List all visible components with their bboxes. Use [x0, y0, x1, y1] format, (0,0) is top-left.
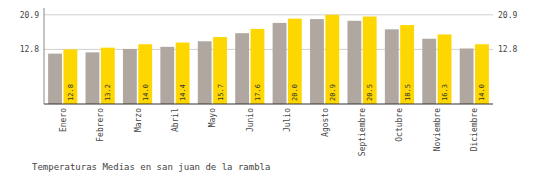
bar	[123, 49, 137, 104]
bar	[438, 34, 452, 104]
x-tick-label: Agosto	[321, 108, 330, 137]
bar	[86, 52, 100, 104]
x-tick-label: Septiembre	[358, 108, 367, 156]
data-label: 15.7	[217, 84, 225, 101]
bar	[101, 48, 115, 104]
data-label: 14.0	[478, 84, 486, 101]
data-label: 13.2	[104, 84, 112, 101]
data-label: 20.9	[329, 84, 337, 101]
x-tick-label: Julio	[283, 108, 292, 132]
bar	[460, 49, 474, 104]
bar	[475, 44, 489, 104]
x-tick-label: Enero	[59, 108, 68, 132]
y2-tick-label: 20.9	[498, 11, 517, 20]
bar	[235, 33, 249, 104]
y-axis-line	[44, 8, 45, 104]
data-label: 16.3	[441, 84, 449, 101]
data-label: 20.0	[291, 84, 299, 101]
bar	[400, 25, 414, 104]
bar	[48, 54, 62, 104]
bar	[273, 23, 287, 104]
x-tick-label: Abril	[171, 108, 180, 132]
data-label: 12.8	[67, 84, 75, 101]
bar	[213, 37, 227, 104]
x-tick-label: Febrero	[96, 108, 105, 142]
x-tick-label: Octubre	[395, 108, 404, 142]
data-label: 14.0	[142, 84, 150, 101]
x-tick-label: Junio	[246, 108, 255, 132]
x-tick-label: Diciembre	[470, 108, 479, 152]
data-label: 18.5	[404, 84, 412, 101]
bar	[422, 39, 436, 104]
bar	[198, 41, 212, 104]
data-label: 14.4	[179, 84, 187, 101]
bar	[363, 17, 377, 104]
x-axis-line	[44, 103, 493, 104]
bar	[385, 29, 399, 104]
bar	[347, 21, 361, 104]
bar	[160, 47, 174, 104]
bars	[48, 15, 489, 104]
data-label: 20.5	[366, 84, 374, 101]
bar	[138, 44, 152, 104]
bar	[176, 43, 190, 104]
bar	[63, 49, 77, 104]
y-tick-label: 20.9	[20, 11, 39, 20]
bar	[310, 19, 324, 104]
chart: 12.8 13.2 14.0 14.4 15.7 17.6 20.0 20.9 20.5 18.5…	[0, 0, 537, 174]
y2-tick-label: 12.8	[498, 45, 517, 54]
x-tick-label: Noviembre	[433, 108, 442, 152]
data-label: 17.6	[254, 84, 262, 101]
grid-line	[44, 14, 493, 15]
x-tick-label: Mayo	[208, 108, 217, 127]
title: Temperaturas Medias en san juan de la ra…	[32, 162, 270, 172]
bar	[251, 29, 265, 104]
bar	[325, 15, 339, 104]
chart-container: 12.8 13.2 14.0 14.4 15.7 17.6 20.0 20.9 20.5 18.5…	[0, 0, 537, 174]
y-tick-label: 12.8	[20, 45, 39, 54]
x-tick-label: Marzo	[134, 108, 143, 132]
bar	[288, 19, 302, 104]
